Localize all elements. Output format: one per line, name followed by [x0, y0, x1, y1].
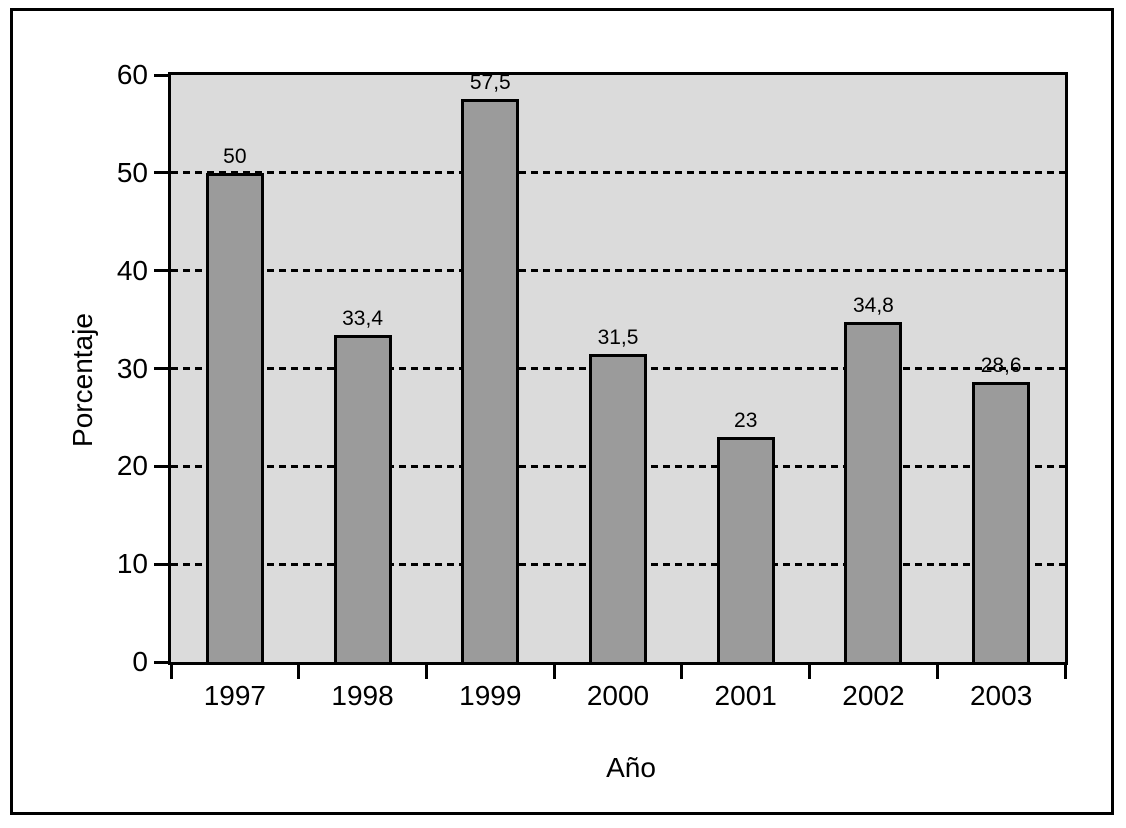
bar-2003	[972, 382, 1031, 662]
bar-2001	[716, 436, 775, 662]
gridline-50	[171, 171, 1065, 175]
x-tick-label-2001: 2001	[714, 680, 777, 711]
y-tick-mark-30	[154, 367, 168, 370]
bar-value-label-2002: 34,8	[852, 293, 894, 317]
y-tick-mark-60	[154, 73, 168, 77]
x-tick-mark-2	[424, 665, 428, 679]
y-tick-mark-20	[154, 464, 168, 468]
bar-value-label-1997: 50	[223, 144, 247, 168]
y-tick-label-10: 10	[116, 548, 148, 580]
bar-2000	[589, 353, 647, 662]
bar-value-label-1999: 57,5	[469, 71, 511, 95]
y-tick-label-0: 0	[132, 646, 148, 677]
y-tick-label-20: 20	[116, 450, 148, 482]
y-tick-mark-50	[154, 171, 168, 175]
y-tick-label-50: 50	[116, 156, 148, 188]
x-tick-mark-7	[1063, 665, 1067, 679]
x-tick-mark-3	[552, 665, 556, 679]
x-tick-mark-1	[297, 665, 301, 679]
y-tick-label-30: 30	[116, 352, 148, 384]
x-tick-label-1999: 1999	[459, 680, 522, 711]
x-tick-mark-5	[808, 665, 812, 679]
plot-area: 50 33,4 57,5 31,5 23 34,8 28,6	[168, 71, 1068, 665]
bar-value-label-2003: 28,6	[980, 354, 1022, 378]
gridline-40	[171, 269, 1065, 273]
x-tick-label-2003: 2003	[969, 680, 1033, 711]
y-tick-label-40: 40	[116, 254, 148, 286]
bar-2002	[844, 321, 903, 662]
x-tick-label-1998: 1998	[331, 680, 394, 711]
bar-1999	[461, 99, 520, 662]
x-tick-label-2000: 2000	[586, 680, 650, 711]
y-tick-label-60: 60	[116, 59, 148, 90]
bar-value-label-2000: 31,5	[597, 325, 639, 349]
x-tick-label-2002: 2002	[842, 680, 905, 711]
y-tick-mark-10	[154, 562, 168, 566]
bar-value-label-1998: 33,4	[342, 307, 383, 331]
bar-1997	[205, 172, 264, 662]
x-tick-mark-4	[680, 665, 684, 679]
x-tick-mark-0	[169, 665, 173, 679]
x-tick-mark-6	[935, 665, 939, 679]
bar-1998	[333, 335, 392, 662]
x-axis-title: Año	[606, 752, 656, 783]
y-tick-mark-0	[154, 660, 168, 664]
x-tick-label-1997: 1997	[203, 680, 266, 711]
bar-value-label-2001: 23	[734, 408, 758, 432]
y-tick-mark-40	[154, 269, 168, 273]
